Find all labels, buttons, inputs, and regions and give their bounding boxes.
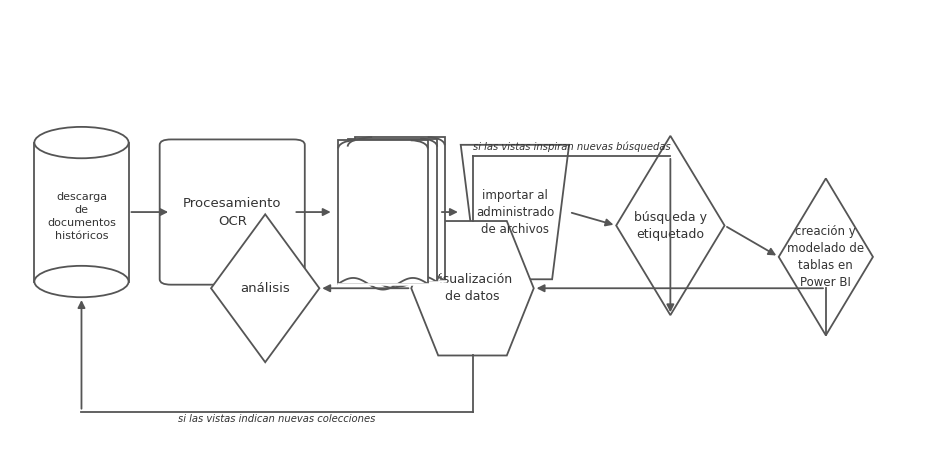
Polygon shape <box>347 138 437 282</box>
Ellipse shape <box>34 266 128 297</box>
Polygon shape <box>355 137 445 281</box>
Text: Visualización
de datos: Visualización de datos <box>431 273 513 303</box>
Polygon shape <box>211 214 319 362</box>
FancyBboxPatch shape <box>160 139 305 285</box>
Text: compactación: compactación <box>337 206 419 219</box>
Text: búsqueda y
etiquetado: búsqueda y etiquetado <box>633 211 706 240</box>
Polygon shape <box>411 221 533 355</box>
Polygon shape <box>778 179 872 335</box>
Text: importar al
administrado
de archivos: importar al administrado de archivos <box>475 189 553 235</box>
Text: análisis: análisis <box>240 282 290 295</box>
Polygon shape <box>338 140 428 284</box>
Text: descarga
de
documentos
históricos: descarga de documentos históricos <box>47 192 116 241</box>
FancyBboxPatch shape <box>34 143 128 281</box>
Text: si las vistas indican nuevas colecciones: si las vistas indican nuevas colecciones <box>178 414 376 424</box>
Text: si las vistas inspiran nuevas búsquedas: si las vistas inspiran nuevas búsquedas <box>472 142 669 152</box>
Text: Procesamiento
OCR: Procesamiento OCR <box>183 197 281 228</box>
Ellipse shape <box>34 127 128 158</box>
Polygon shape <box>461 145 568 279</box>
Polygon shape <box>615 136 724 315</box>
Text: creación y
modelado de
tablas en
Power BI: creación y modelado de tablas en Power B… <box>786 225 864 289</box>
